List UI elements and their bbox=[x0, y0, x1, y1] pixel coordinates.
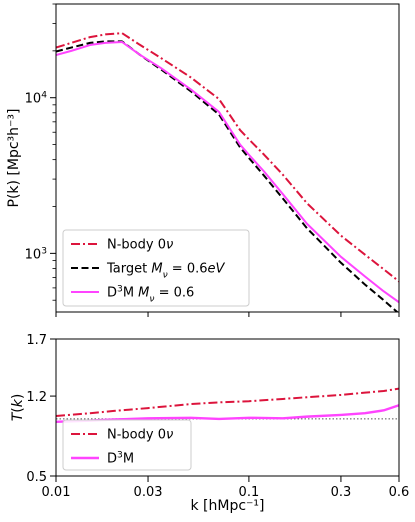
x-axis-label: k [hMpc⁻¹] bbox=[190, 498, 264, 514]
legend-label-target: Target Mν = 0.6eV bbox=[106, 262, 226, 281]
y-tick-label: 0.5 bbox=[26, 470, 47, 485]
series-line-d3m bbox=[56, 41, 399, 304]
legend-label-d3m: D3M Mν = 0.6 bbox=[107, 285, 194, 305]
transfer-function-panel: 0.5 1.2 1.7 0.01 0.03 0.1 0.3 0.6 k [hMpc⁻¹] T(k)… bbox=[10, 333, 409, 514]
x-tick-label: 0.1 bbox=[239, 485, 260, 500]
legend-label-nbody: N-body 0ν bbox=[107, 238, 173, 253]
y-tick-label: 1.7 bbox=[26, 333, 47, 348]
x-tick-label: 0.6 bbox=[389, 485, 410, 500]
x-tick-label: 0.3 bbox=[331, 485, 352, 500]
y-tick-label: 103 bbox=[25, 246, 48, 262]
legend-label-nbody: N-body 0ν bbox=[107, 428, 173, 443]
y-axis-label: T(k) bbox=[10, 394, 26, 422]
y-tick-label: 104 bbox=[25, 91, 48, 107]
series-line-target bbox=[56, 40, 399, 312]
plot-frame bbox=[55, 3, 400, 313]
x-tick-label: 0.03 bbox=[134, 485, 163, 500]
y-axis-label: P(k) [Mpc³h⁻³] bbox=[6, 109, 22, 208]
legend-box bbox=[62, 229, 250, 307]
y-tick-label: 1.2 bbox=[26, 390, 47, 405]
legend-label-d3m: D3M bbox=[107, 451, 134, 467]
x-tick-label: 0.01 bbox=[42, 485, 71, 500]
series-line-d3m bbox=[56, 404, 399, 423]
plot-frame bbox=[55, 338, 400, 477]
series-line-nbody bbox=[56, 387, 399, 418]
